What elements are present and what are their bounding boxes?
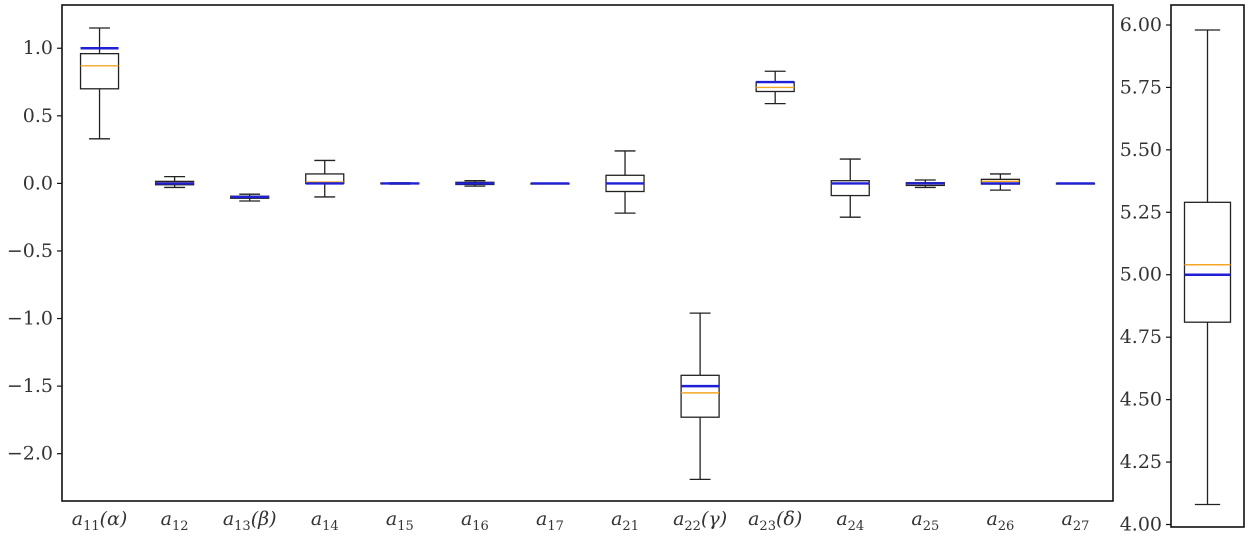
x-tick-label: a26 bbox=[986, 508, 1014, 534]
box-a15 bbox=[380, 182, 420, 185]
x-tick-label: a16 bbox=[461, 508, 489, 534]
y-tick-label: 4.50 bbox=[1120, 389, 1162, 411]
y-tick-label: 0.5 bbox=[23, 105, 53, 127]
plot-frame bbox=[1170, 4, 1245, 528]
box-a12 bbox=[154, 175, 195, 189]
y-tick-label: −1.0 bbox=[7, 308, 53, 330]
y-tick-label: 0.0 bbox=[23, 172, 53, 194]
x-tick-label: a23(δ) bbox=[748, 508, 802, 534]
x-tick-label: a12 bbox=[161, 508, 189, 534]
y-tick-label: 1.0 bbox=[23, 37, 53, 59]
box-body bbox=[680, 374, 720, 418]
y-tick-label: −1.5 bbox=[7, 375, 53, 397]
plot-frame bbox=[61, 4, 1114, 502]
box-a24 bbox=[830, 158, 870, 218]
x-tick-label: a17 bbox=[536, 508, 564, 534]
y-tick-label: −0.5 bbox=[7, 240, 53, 262]
y-tick-label: 5.25 bbox=[1120, 201, 1162, 223]
box-a13 bbox=[230, 193, 270, 202]
x-tick-label: a14 bbox=[311, 508, 339, 534]
box-body bbox=[79, 53, 120, 90]
y-tick-label: 5.00 bbox=[1120, 264, 1162, 286]
x-tick-label: a15 bbox=[386, 508, 414, 534]
x-tick-label: a13(β) bbox=[223, 508, 277, 534]
x-tick-label: a22(γ) bbox=[673, 508, 727, 534]
box-a21 bbox=[605, 150, 645, 214]
box-a23 bbox=[755, 70, 795, 105]
x-tick-label: a21 bbox=[611, 508, 639, 534]
chart-panel-2: 6.00 5.75 5.50 5.25 5.00 4.75 4.50 4.25 4.00 x1,0 bbox=[1120, 4, 1245, 536]
y-tick-label: 4.00 bbox=[1120, 514, 1162, 536]
x-tick-label: x1,0 bbox=[1192, 534, 1223, 536]
box-a25 bbox=[905, 179, 945, 189]
box-a14 bbox=[305, 159, 345, 198]
chart-panel-1: 1.0 0.5 0.0 −0.5 −1.0 −1.5 −2.0 a11(α) a12 a13(β)… bbox=[7, 4, 1114, 534]
x-tick-label: a11(α) bbox=[72, 508, 128, 534]
y-tick-label: 5.50 bbox=[1120, 139, 1162, 161]
box-a22 bbox=[680, 312, 720, 481]
y-tick-label: 4.75 bbox=[1120, 326, 1162, 348]
y-tick-label: 4.25 bbox=[1120, 451, 1162, 473]
box-a27 bbox=[1055, 182, 1096, 185]
box-a16 bbox=[455, 180, 495, 187]
x-tick-label: a24 bbox=[836, 508, 864, 534]
box-body bbox=[1183, 201, 1232, 323]
x-tick-label: a25 bbox=[911, 508, 939, 534]
box-a17 bbox=[530, 182, 570, 185]
box-x1,0 bbox=[1183, 29, 1232, 506]
y-tick-label: 6.00 bbox=[1120, 14, 1162, 36]
x-tick-label: a27 bbox=[1062, 508, 1090, 534]
box-a11 bbox=[79, 27, 120, 140]
y-tick-label: 5.75 bbox=[1120, 76, 1162, 98]
y-tick-label: −2.0 bbox=[7, 443, 53, 465]
box-a26 bbox=[980, 173, 1021, 191]
